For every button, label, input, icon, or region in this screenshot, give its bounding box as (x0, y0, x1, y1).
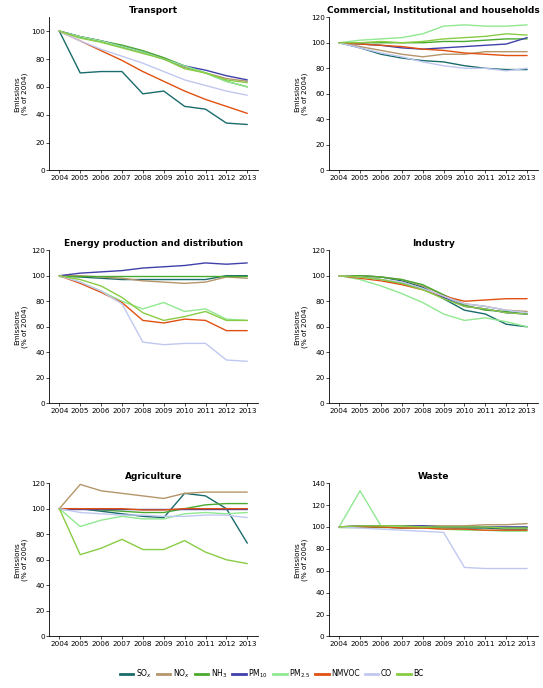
Y-axis label: Emissions
(% of 2004): Emissions (% of 2004) (15, 539, 28, 581)
Y-axis label: Emissions
(% of 2004): Emissions (% of 2004) (15, 73, 28, 115)
Legend: SO$_x$, NO$_x$, NH$_3$, PM$_{10}$, PM$_{2.5}$, NMVOC, CO, BC: SO$_x$, NO$_x$, NH$_3$, PM$_{10}$, PM$_{… (116, 664, 427, 682)
Y-axis label: Emissions
(% of 2004): Emissions (% of 2004) (294, 73, 308, 115)
Y-axis label: Emissions
(% of 2004): Emissions (% of 2004) (294, 539, 308, 581)
Title: Energy production and distribution: Energy production and distribution (64, 239, 243, 248)
Y-axis label: Emissions
(% of 2004): Emissions (% of 2004) (15, 305, 28, 348)
Title: Transport: Transport (129, 6, 178, 15)
Y-axis label: Emissions
(% of 2004): Emissions (% of 2004) (294, 305, 308, 348)
Title: Commercial, Institutional and households: Commercial, Institutional and households (327, 6, 540, 15)
Title: Waste: Waste (418, 472, 449, 481)
Title: Agriculture: Agriculture (124, 472, 182, 481)
Title: Industry: Industry (412, 239, 454, 248)
